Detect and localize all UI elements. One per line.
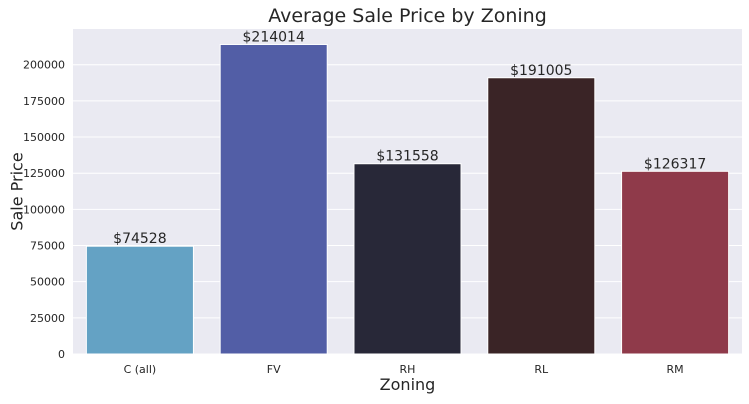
y-axis-label: Sale Price	[8, 152, 27, 230]
y-axis-ticks: 0 25000 50000 75000 100000 125000 150000 175000…	[23, 59, 65, 361]
x-tick-label: RM	[667, 363, 684, 376]
chart-title: Average Sale Price by Zoning	[268, 5, 547, 27]
data-label: $74528	[113, 231, 166, 247]
y-tick-label: 100000	[23, 203, 65, 216]
x-tick-label: C (all)	[124, 363, 157, 376]
y-tick-label: 75000	[30, 240, 65, 253]
data-label: $191005	[510, 63, 572, 79]
x-tick-label: RH	[400, 363, 416, 376]
bar-fv	[219, 43, 328, 355]
bar-rl	[487, 77, 596, 355]
y-tick-label: 175000	[23, 95, 65, 108]
y-tick-label: 50000	[30, 276, 65, 289]
x-tick-label: RL	[534, 363, 549, 376]
x-tick-label: FV	[267, 363, 281, 376]
data-label: $214014	[243, 29, 305, 45]
x-axis-label: Zoning	[380, 375, 436, 394]
y-tick-label: 0	[58, 348, 65, 361]
bar-rm	[621, 170, 730, 355]
data-label: $131558	[376, 149, 438, 165]
y-tick-label: 25000	[30, 312, 65, 325]
x-axis-ticks: C (all) FV RH RL RM	[124, 363, 684, 376]
data-labels: $74528 $214014 $131558 $191005 $126317	[113, 29, 706, 247]
bar-rh	[353, 163, 462, 355]
y-tick-label: 125000	[23, 167, 65, 180]
data-label: $126317	[644, 156, 706, 172]
y-tick-label: 150000	[23, 131, 65, 144]
bar-c-all	[85, 245, 194, 355]
y-tick-label: 200000	[23, 59, 65, 72]
bars	[85, 43, 730, 355]
